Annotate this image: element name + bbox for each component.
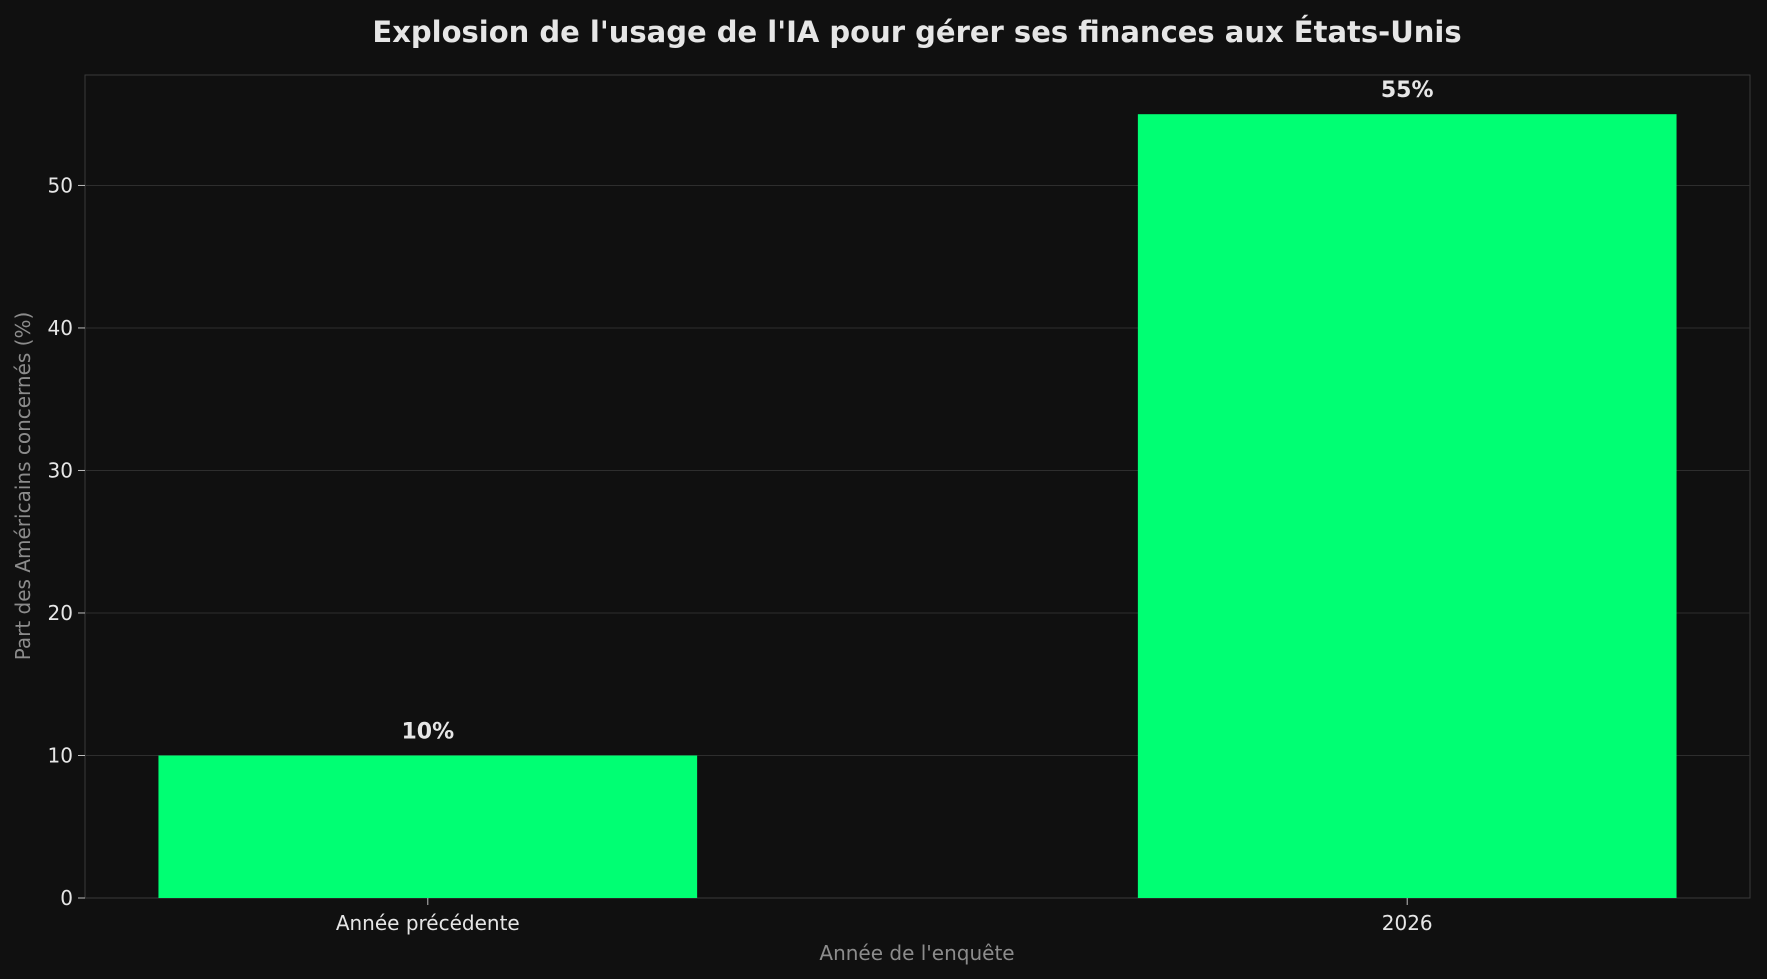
axis-ticks: 0 10 20 30 40 50 Année précédente 2026 <box>48 173 1433 935</box>
bars <box>158 114 1677 898</box>
y-tick-label-40: 40 <box>48 316 73 340</box>
y-axis-label: Part des Américains concernés (%) <box>11 312 35 661</box>
x-tick-label-1: 2026 <box>1382 911 1433 935</box>
data-labels: 10% 55% <box>401 78 1433 744</box>
bar-0 <box>158 755 698 898</box>
y-tick-label-20: 20 <box>48 601 73 625</box>
y-tick-label-30: 30 <box>48 458 73 482</box>
bar-1 <box>1137 114 1677 898</box>
x-axis-label: Année de l'enquête <box>819 941 1014 965</box>
data-label-1: 55% <box>1381 78 1434 103</box>
y-tick-label-0: 0 <box>60 886 73 910</box>
chart-title: Explosion de l'usage de l'IA pour gérer … <box>372 15 1461 49</box>
x-tick-label-0: Année précédente <box>336 911 520 935</box>
y-tick-label-50: 50 <box>48 173 73 197</box>
y-tick-label-10: 10 <box>48 743 73 767</box>
data-label-0: 10% <box>401 719 454 744</box>
